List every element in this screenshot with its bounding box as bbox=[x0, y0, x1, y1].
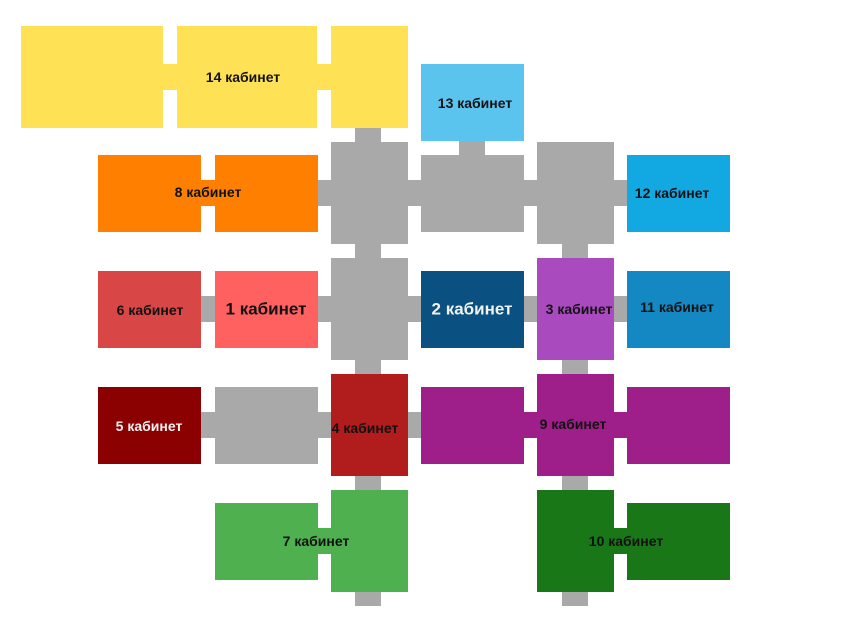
room-13-label: 13 кабинет bbox=[437, 95, 513, 111]
corridor-connector bbox=[562, 244, 588, 260]
corridor-connector bbox=[355, 244, 381, 260]
corridor-hall bbox=[331, 142, 408, 244]
room-8-label: 8 кабинет bbox=[174, 184, 242, 200]
room-3-block[interactable] bbox=[537, 258, 614, 360]
room-14-label: 14 кабинет bbox=[205, 69, 281, 85]
corridor-connector bbox=[523, 412, 537, 438]
room-9-block[interactable] bbox=[627, 387, 730, 464]
corridor-connector bbox=[613, 180, 627, 206]
corridor-hall bbox=[421, 155, 524, 232]
room-6-label: 6 кабинет bbox=[116, 302, 184, 318]
corridor-connector bbox=[562, 476, 588, 492]
room-5-label: 5 кабинет bbox=[115, 418, 183, 434]
room-7-label: 7 кабинет bbox=[282, 533, 350, 549]
corridor-connector bbox=[407, 412, 421, 438]
room-11-block[interactable] bbox=[627, 271, 730, 348]
corridor-connector bbox=[407, 296, 421, 322]
room-7-block[interactable] bbox=[331, 490, 408, 592]
room-13-block[interactable] bbox=[421, 64, 524, 141]
room-2-block[interactable] bbox=[421, 271, 524, 348]
corridor-connector bbox=[201, 180, 215, 206]
room-5-block[interactable] bbox=[98, 387, 201, 464]
corridor-connector bbox=[317, 180, 331, 206]
corridor-connector bbox=[407, 180, 421, 206]
corridor-connector bbox=[613, 412, 627, 438]
room-12-label: 12 кабинет bbox=[634, 185, 710, 201]
corridor-hall bbox=[215, 387, 318, 464]
corridor-connector bbox=[355, 128, 381, 144]
room-6-block[interactable] bbox=[98, 271, 201, 348]
corridor-hall bbox=[537, 142, 614, 244]
corridor-connector bbox=[355, 476, 381, 492]
corridor-connector bbox=[355, 590, 381, 606]
room-10-label: 10 кабинет bbox=[588, 533, 664, 549]
room-14-block[interactable] bbox=[177, 26, 317, 128]
corridor-connector bbox=[317, 528, 331, 554]
room-14-block[interactable] bbox=[21, 26, 163, 128]
room-4-label: 4 кабинет bbox=[331, 420, 399, 436]
corridor-hall bbox=[331, 258, 408, 360]
room-4-block[interactable] bbox=[331, 374, 408, 476]
corridor-connector bbox=[613, 528, 627, 554]
room-9-label: 9 кабинет bbox=[539, 416, 607, 432]
corridor-connector bbox=[459, 140, 485, 156]
corridor-connector bbox=[523, 180, 537, 206]
room-10-block[interactable] bbox=[627, 503, 730, 580]
room-1-block[interactable] bbox=[215, 271, 318, 348]
corridor-connector bbox=[163, 64, 177, 90]
room-7-block[interactable] bbox=[215, 503, 318, 580]
corridor-connector bbox=[523, 296, 537, 322]
corridor-connector bbox=[201, 296, 215, 322]
corridor-connector bbox=[201, 412, 215, 438]
room-9-block[interactable] bbox=[537, 374, 614, 476]
corridor-connector bbox=[613, 296, 627, 322]
room-1-label: 1 кабинет bbox=[225, 299, 307, 319]
room-8-block[interactable] bbox=[215, 155, 318, 232]
corridor-connector bbox=[562, 590, 588, 606]
room-8-block[interactable] bbox=[98, 155, 201, 232]
corridor-connector bbox=[317, 296, 331, 322]
room-10-block[interactable] bbox=[537, 490, 614, 592]
room-14-block[interactable] bbox=[331, 26, 408, 128]
corridor-connector bbox=[317, 64, 331, 90]
room-3-label: 3 кабинет bbox=[545, 301, 613, 317]
room-2-label: 2 кабинет bbox=[431, 299, 513, 319]
room-12-block[interactable] bbox=[627, 155, 730, 232]
corridor-connector bbox=[562, 360, 588, 376]
corridor-connector bbox=[317, 412, 331, 438]
room-9-block[interactable] bbox=[421, 387, 524, 464]
room-11-label: 11 кабинет bbox=[640, 299, 714, 315]
corridor-connector bbox=[355, 360, 381, 376]
